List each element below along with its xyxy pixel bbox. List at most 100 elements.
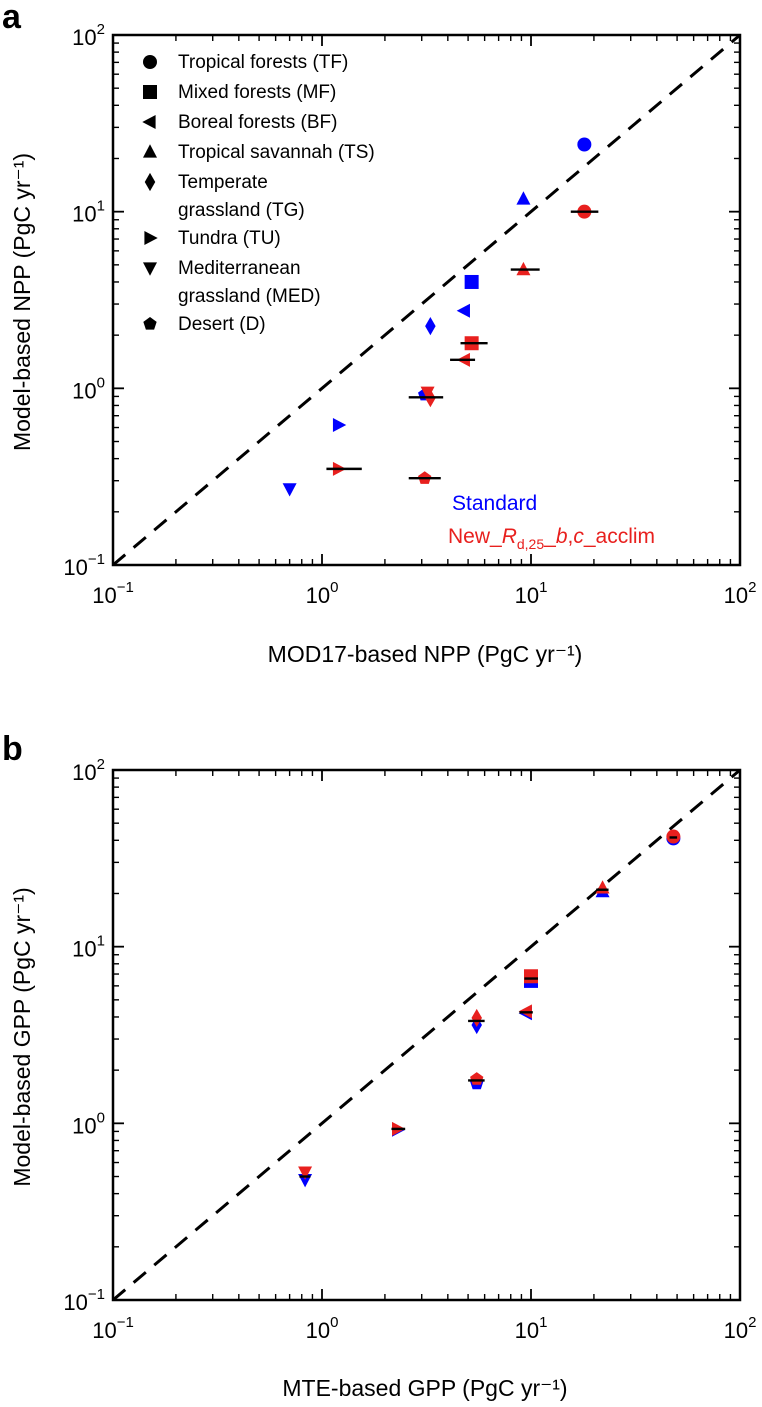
x-tick-label: 102 [724, 1314, 757, 1343]
series-label-new-part: b [556, 525, 568, 548]
series-label-standard: Standard [452, 492, 537, 515]
data-point-mf [464, 274, 479, 289]
series-label-new-part: _ [543, 525, 556, 548]
plot-frame [111, 768, 742, 1302]
x-tick-label-exponent: 0 [330, 579, 338, 596]
x-tick-label-exponent: 2 [748, 1314, 756, 1331]
panel-a-range-bars [326, 210, 599, 480]
series-label-new-part: New_ [448, 525, 502, 548]
legend-marker-triangle-right [144, 231, 158, 245]
y-tick-label-base: 10 [63, 555, 87, 580]
legend-label: grassland (MED) [178, 286, 321, 307]
y-tick-label-exponent: 0 [97, 1109, 105, 1126]
y-tick-label: 100 [72, 1109, 105, 1138]
y-tick-label: 102 [72, 756, 105, 785]
x-tick-label-base: 10 [306, 1318, 330, 1343]
panel-b-range-bars [299, 836, 678, 1178]
legend-label: Temperate [178, 172, 268, 193]
legend-label: Boreal forests (BF) [178, 112, 337, 133]
x-tick-label-exponent: 1 [539, 579, 547, 596]
series-label-new-part: c [573, 525, 584, 548]
x-tick-label-base: 10 [724, 583, 748, 608]
y-tick-label-exponent: 2 [97, 21, 105, 38]
legend-marker-diamond [144, 172, 156, 192]
x-tick-label: 101 [515, 1314, 548, 1343]
legend-label: Desert (D) [178, 314, 266, 335]
panel-a-points [282, 137, 592, 497]
data-point-tf [577, 137, 592, 152]
data-point-tu [332, 418, 347, 433]
x-tick-label-base: 10 [92, 583, 116, 608]
panel-letter-a: a [2, 0, 22, 36]
series-label-new-subscript: d,25 [517, 536, 544, 552]
y-tick-label-exponent: 1 [97, 933, 105, 950]
y-axis-label-a: Model-based NPP (PgC yr⁻¹) [9, 153, 35, 451]
data-point-mf [524, 969, 538, 984]
y-tick-label-exponent: 1 [97, 198, 105, 215]
legend-marker-circle [143, 55, 157, 69]
y-tick-label-base: 10 [72, 760, 96, 785]
data-point-tg [471, 1008, 482, 1028]
y-tick-label-exponent: −1 [88, 551, 105, 568]
x-tick-label: 101 [515, 579, 548, 608]
x-axis-label-b: MTE-based GPP (PgC yr⁻¹) [282, 1375, 567, 1401]
series-label-new-part: , [568, 525, 574, 548]
legend-marker-triangle-left [142, 115, 156, 129]
y-tick-label: 101 [72, 933, 105, 962]
data-point-d [470, 1072, 484, 1085]
legend-label: Mixed forests (MF) [178, 82, 336, 103]
legend-marker-triangle-down [143, 262, 157, 276]
legend-label: Tundra (TU) [178, 228, 281, 249]
data-point-med [298, 1166, 313, 1180]
y-tick-label-exponent: 2 [97, 756, 105, 773]
one-to-one-line [112, 768, 741, 1302]
panel-letter-b: b [2, 730, 23, 768]
series-label-new-part: _acclim [583, 525, 655, 548]
series-label-new-part: R [502, 525, 517, 548]
x-tick-label-exponent: 0 [330, 1314, 338, 1331]
x-axis-label-a: MOD17-based NPP (PgC yr⁻¹) [268, 641, 583, 667]
panel-a-legend: Tropical forests (TF) Mixed forests (MF) B… [142, 52, 375, 335]
legend-label: Tropical forests (TF) [178, 52, 348, 73]
legend-marker-square [143, 85, 157, 99]
data-point-med [420, 386, 435, 400]
y-tick-label: 102 [72, 21, 105, 50]
y-tick-label-base: 10 [72, 202, 96, 227]
x-tick-label-base: 10 [724, 1318, 748, 1343]
plot-frame [111, 33, 742, 567]
y-tick-label-base: 10 [72, 1113, 96, 1138]
y-tick-label-base: 10 [72, 25, 96, 50]
x-tick-label-base: 10 [92, 1318, 116, 1343]
data-point-ts [595, 880, 610, 894]
x-tick-label: 100 [306, 1314, 339, 1343]
x-tick-label: 10−1 [92, 579, 134, 608]
legend-label: grassland (TG) [178, 200, 305, 221]
legend-label: Tropical savannah (TS) [178, 142, 375, 163]
series-label-new: New_Rd,25_b,c_acclim [448, 525, 655, 552]
x-tick-label-base: 10 [515, 583, 539, 608]
legend-label: Mediterranean [178, 258, 301, 279]
panel-b-points [298, 829, 681, 1188]
x-tick-label-base: 10 [306, 583, 330, 608]
x-tick-label-base: 10 [515, 1318, 539, 1343]
y-tick-label-base: 10 [63, 1290, 87, 1315]
y-axis-label-b: Model-based GPP (PgC yr⁻¹) [9, 887, 35, 1186]
y-tick-label: 100 [72, 374, 105, 403]
x-tick-label-exponent: 2 [748, 579, 756, 596]
data-point-ts [516, 191, 531, 205]
x-tick-label-exponent: −1 [117, 1314, 134, 1331]
x-tick-label-exponent: 1 [539, 1314, 547, 1331]
legend-marker-pentagon [143, 317, 157, 330]
y-tick-label-base: 10 [72, 937, 96, 962]
y-tick-label: 10−1 [63, 551, 105, 580]
x-tick-label-exponent: −1 [117, 579, 134, 596]
x-tick-label: 10−1 [92, 1314, 134, 1343]
y-tick-label: 10−1 [63, 1286, 105, 1315]
legend-marker-triangle-up [143, 144, 157, 158]
y-tick-label-base: 10 [72, 378, 96, 403]
y-tick-label-exponent: −1 [88, 1286, 105, 1303]
